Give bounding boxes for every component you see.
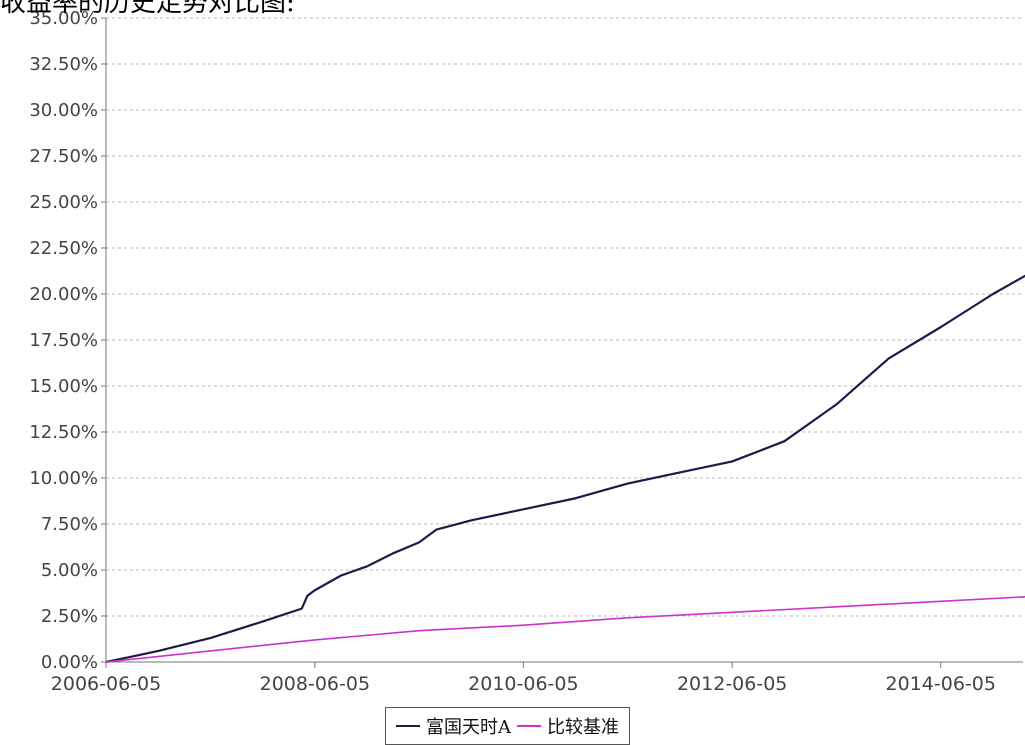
y-tick-label: 2.50% [41, 606, 98, 627]
legend-swatch [396, 725, 420, 727]
y-tick-label: 25.00% [29, 192, 98, 213]
series-line-benchmark [105, 596, 1025, 663]
y-tick-label: 7.50% [41, 514, 98, 535]
y-tick-label: 30.00% [29, 100, 98, 121]
y-tick-label: 35.00% [29, 8, 98, 29]
y-tick-label: 0.00% [41, 652, 98, 673]
x-tick-label: 2012-06-05 [677, 673, 787, 695]
y-tick-label: 15.00% [29, 376, 98, 397]
caption-text: 收益率的历史走势对比图: [0, 0, 295, 18]
y-tick-label: 5.00% [41, 560, 98, 581]
legend-label: 比较基准 [547, 717, 619, 738]
y-tick-label: 10.00% [29, 468, 98, 489]
legend: 富国天时A 比较基准 [385, 707, 630, 745]
y-tick-label: 32.50% [29, 54, 98, 75]
x-tick-label: 2010-06-05 [468, 673, 578, 695]
legend-item: 比较基准 [517, 713, 619, 739]
legend-label: 富国天时A [426, 717, 511, 738]
x-tick-label: 2008-06-05 [260, 673, 370, 695]
y-tick-label: 17.50% [29, 330, 98, 351]
line-chart: 0.00% 2.50% 5.00% 7.50% 10.00% 12.50% 15.00% 17… [29, 8, 1025, 695]
y-tick-label: 22.50% [29, 238, 98, 259]
legend-swatch [517, 725, 541, 727]
x-tick-label: 2014-06-05 [886, 673, 996, 695]
series-line-fund [105, 274, 1025, 664]
y-tick-label: 12.50% [29, 422, 98, 443]
y-tick-label: 20.00% [29, 284, 98, 305]
x-tick-label: 2006-06-05 [51, 673, 161, 695]
y-tick-label: 27.50% [29, 146, 98, 167]
legend-item: 富国天时A [396, 713, 511, 739]
